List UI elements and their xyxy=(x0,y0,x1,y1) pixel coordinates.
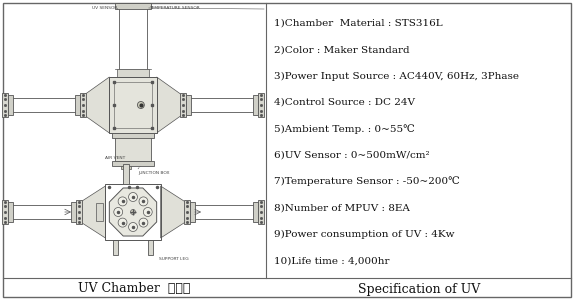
Bar xyxy=(110,77,157,133)
Text: AIR VENT: AIR VENT xyxy=(105,156,125,160)
Circle shape xyxy=(143,208,152,217)
Text: 4)Control Source : DC 24V: 4)Control Source : DC 24V xyxy=(274,98,415,107)
Circle shape xyxy=(138,101,145,109)
Bar xyxy=(113,133,154,138)
Text: SUPPORT LEG: SUPPORT LEG xyxy=(159,257,188,261)
Circle shape xyxy=(129,193,138,202)
Text: 7)Temperature Sensor : -50~200℃: 7)Temperature Sensor : -50~200℃ xyxy=(274,177,459,187)
Polygon shape xyxy=(80,77,110,133)
Bar xyxy=(2,200,8,224)
Bar xyxy=(96,203,103,221)
Bar xyxy=(190,202,195,222)
Bar xyxy=(113,240,118,255)
Bar xyxy=(123,164,129,184)
Text: 1)Chamber  Material : STS316L: 1)Chamber Material : STS316L xyxy=(274,19,442,28)
Text: 8)Number of MPUV : 8EA: 8)Number of MPUV : 8EA xyxy=(274,203,410,212)
Polygon shape xyxy=(160,186,190,238)
Text: 6)UV Sensor : 0~500mW/cm²: 6)UV Sensor : 0~500mW/cm² xyxy=(274,151,430,160)
Bar xyxy=(75,95,80,115)
Bar xyxy=(2,93,8,117)
Circle shape xyxy=(139,197,148,206)
Polygon shape xyxy=(157,77,186,133)
Bar xyxy=(184,200,190,224)
Circle shape xyxy=(118,197,127,206)
Bar xyxy=(147,240,153,255)
Circle shape xyxy=(129,223,138,232)
Text: Specification of UV: Specification of UV xyxy=(357,283,480,296)
Bar xyxy=(253,202,258,222)
Bar xyxy=(80,93,86,117)
Text: 3)Power Input Source : AC440V, 60Hz, 3Phase: 3)Power Input Source : AC440V, 60Hz, 3Ph… xyxy=(274,71,519,81)
Bar xyxy=(76,200,82,224)
Bar xyxy=(8,95,13,115)
Circle shape xyxy=(139,218,148,227)
Text: UV SENSOR: UV SENSOR xyxy=(92,6,117,10)
Bar xyxy=(115,3,151,9)
Text: UV Chamber  외형도: UV Chamber 외형도 xyxy=(78,283,191,296)
Circle shape xyxy=(131,209,135,214)
Bar xyxy=(71,202,76,222)
Bar xyxy=(114,82,152,128)
Bar xyxy=(253,95,258,115)
Bar xyxy=(186,95,191,115)
Circle shape xyxy=(114,208,122,217)
Bar xyxy=(106,184,160,240)
Text: 9)Power consumption of UV : 4Kw: 9)Power consumption of UV : 4Kw xyxy=(274,230,454,239)
Bar xyxy=(8,202,13,222)
Text: 2)Color : Maker Standard: 2)Color : Maker Standard xyxy=(274,45,409,54)
Bar xyxy=(117,69,149,77)
Polygon shape xyxy=(110,188,157,236)
Bar xyxy=(258,93,264,117)
Bar xyxy=(115,133,151,161)
Bar xyxy=(258,200,264,224)
Bar xyxy=(180,93,186,117)
Polygon shape xyxy=(76,186,106,238)
Circle shape xyxy=(118,218,127,227)
Text: TEMPERATURE SENSOR: TEMPERATURE SENSOR xyxy=(149,6,199,10)
Text: 10)Life time : 4,000hr: 10)Life time : 4,000hr xyxy=(274,256,389,265)
Bar xyxy=(113,161,154,166)
Text: JUNCTION BOX: JUNCTION BOX xyxy=(138,171,170,175)
Bar xyxy=(121,164,131,169)
Text: 5)Ambient Temp. : 0~55℃: 5)Ambient Temp. : 0~55℃ xyxy=(274,124,415,134)
